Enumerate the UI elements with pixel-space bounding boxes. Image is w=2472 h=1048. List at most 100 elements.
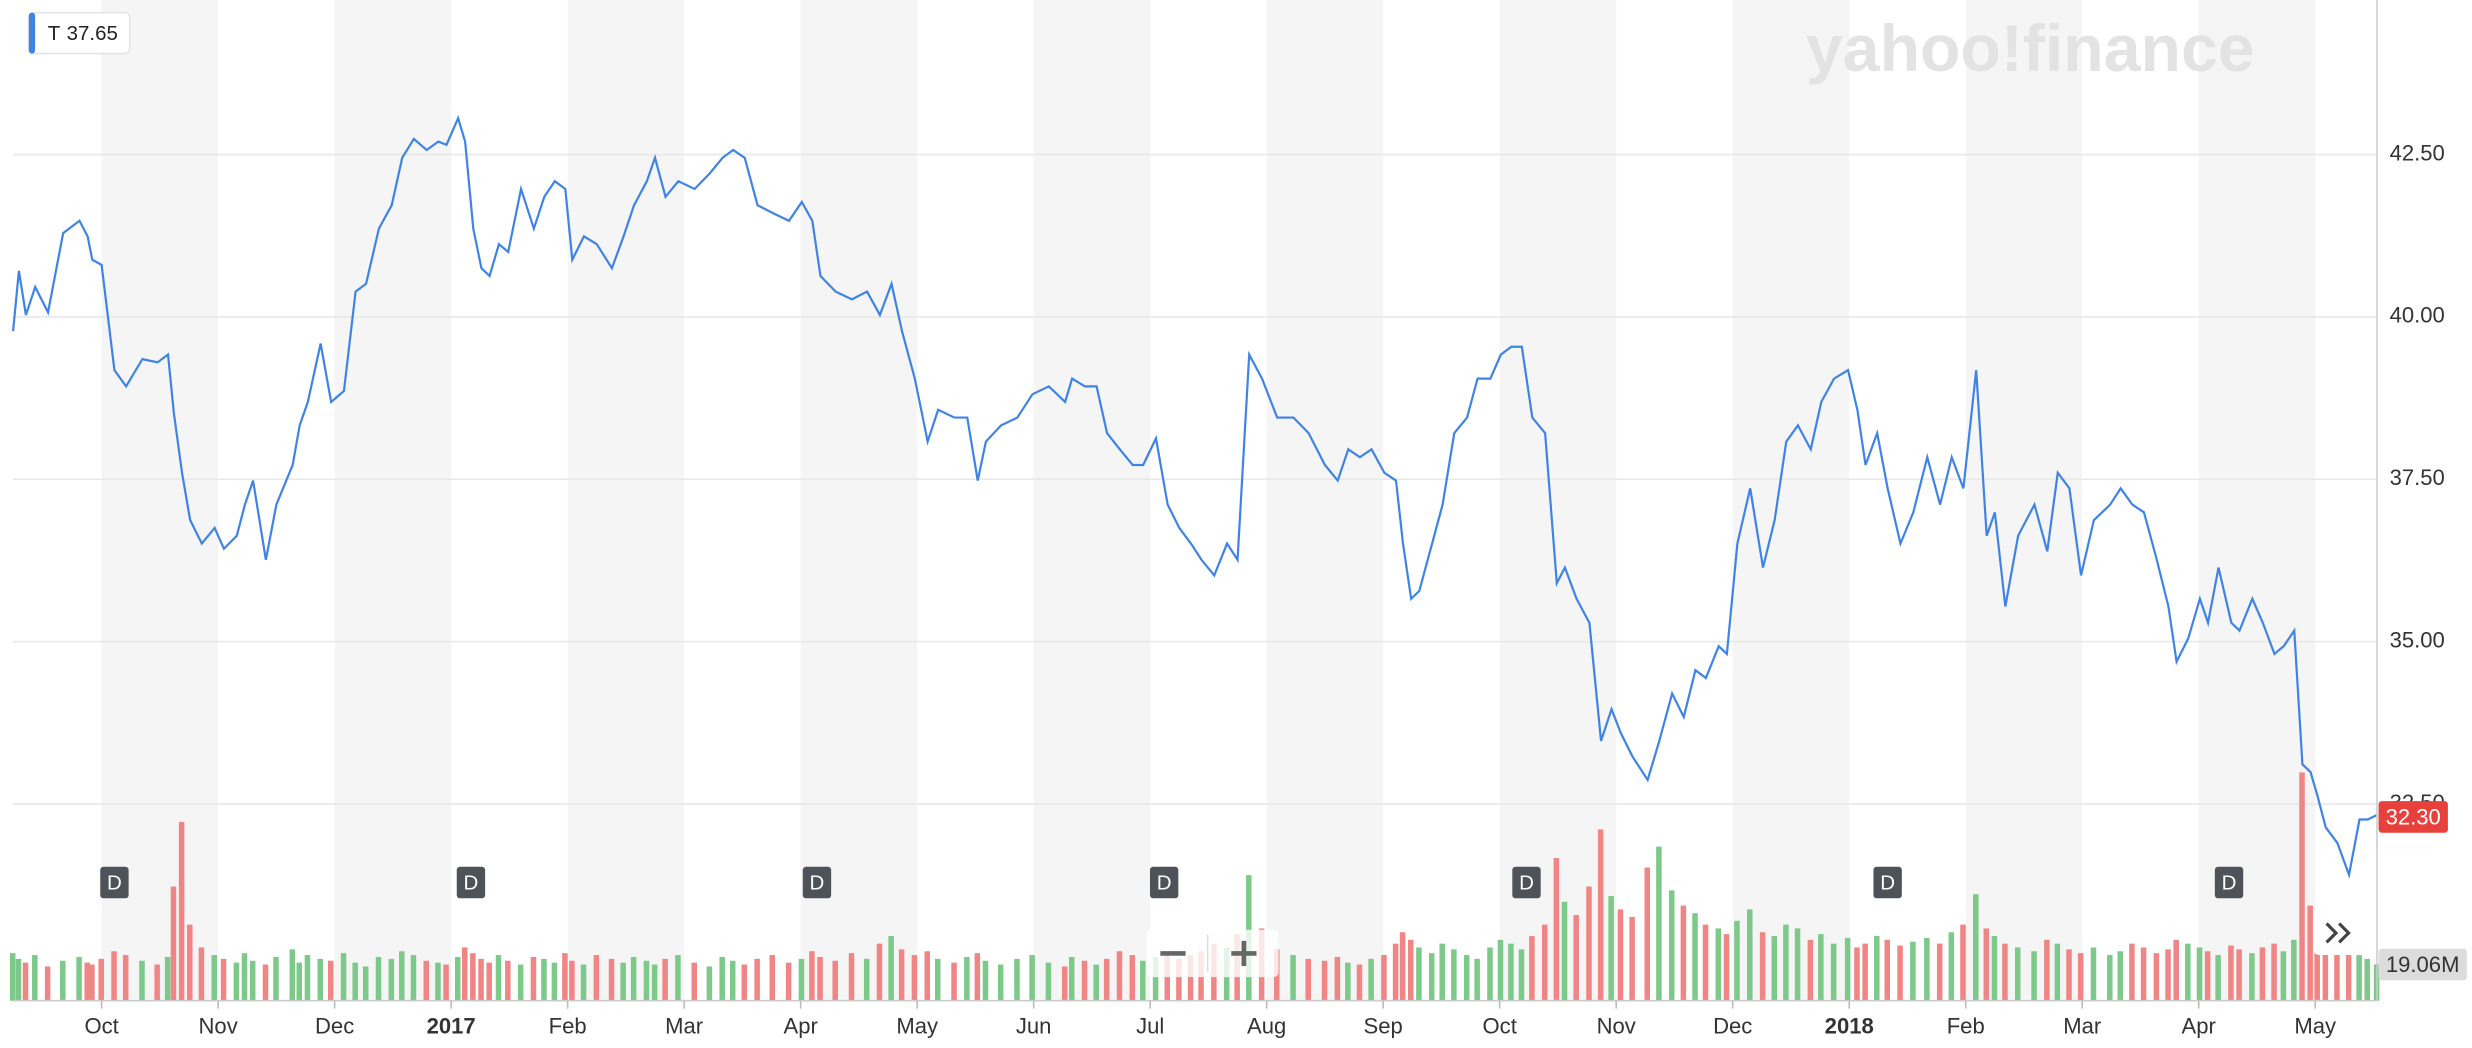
volume-bar	[304, 955, 311, 1001]
dividend-marker	[2214, 866, 2244, 899]
volume-bar	[2280, 951, 2287, 1001]
volume-bar	[832, 960, 838, 1001]
x-tick-label: Dec	[1713, 1013, 1752, 1038]
volume-bar	[2259, 947, 2266, 1001]
volume-bar	[1854, 947, 1860, 1001]
x-tick-label: Jun	[1016, 1013, 1052, 1038]
scroll-right-button[interactable]	[2313, 910, 2365, 956]
volume-bar	[608, 958, 615, 1001]
volume-bar	[1818, 934, 1824, 1001]
volume-bar	[1644, 867, 1651, 1001]
volume-bar	[1844, 937, 1851, 1001]
x-tick-label: 2018	[1825, 1013, 1874, 1038]
watermark: yahoo!finance	[1806, 12, 2255, 86]
x-tick-label: Oct	[84, 1013, 118, 1038]
volume-bar	[1960, 924, 1966, 1001]
volume-bar	[22, 962, 29, 1001]
volume-bar	[164, 956, 171, 1001]
volume-bar	[2314, 934, 2320, 1001]
volume-bar	[1874, 936, 1880, 1001]
scroll-arrow	[2338, 922, 2351, 944]
volume-bar	[706, 966, 713, 1001]
y-tick-label: 42.50	[2390, 140, 2445, 165]
volume-bar	[1029, 955, 1035, 1001]
volume-bar	[44, 966, 51, 1001]
volume-bar	[719, 956, 725, 1001]
volume-bar	[1152, 956, 1159, 1001]
volume-bar	[1759, 932, 1766, 1001]
volume-bar	[848, 953, 855, 1001]
volume-bar	[76, 956, 82, 1001]
x-tick-label: 2017	[427, 1013, 476, 1038]
zoom-controls[interactable]	[1146, 929, 1279, 978]
dividend-label: D	[2222, 872, 2237, 895]
volume-bar	[2307, 905, 2313, 1001]
dividend-label: D	[107, 872, 122, 895]
month-band	[101, 0, 219, 1001]
volume-bar	[620, 962, 626, 1001]
volume-bar	[798, 958, 805, 1001]
volume-bar	[1723, 934, 1730, 1001]
volume-bar	[1093, 964, 1099, 1001]
volume-bar	[1734, 920, 1740, 1001]
volume-bar	[2031, 951, 2037, 1001]
volume-bar	[495, 955, 502, 1001]
volume-bar	[951, 962, 957, 1001]
dividend-marker	[802, 866, 832, 899]
volume-bar	[211, 955, 217, 1001]
volume-bar	[262, 964, 269, 1001]
axes: 32.5035.0037.5040.0042.50OctNovDec2017Fe…	[13, 0, 2467, 1038]
volume-bar	[1656, 846, 1662, 1001]
volume-bar	[1187, 955, 1194, 1001]
volume-bar	[1586, 886, 1592, 1001]
volume-bar	[769, 955, 776, 1001]
volume-bar	[997, 964, 1004, 1001]
volume-bar	[187, 924, 193, 1001]
volume-bar	[2299, 772, 2305, 1001]
volume-bar	[454, 956, 461, 1001]
volume-bar	[249, 960, 256, 1001]
volume-bar	[1439, 943, 1445, 1001]
volume-bar	[1116, 951, 1123, 1001]
price-line	[11, 114, 2378, 879]
volume-tag	[2378, 948, 2467, 981]
volume-bar	[2236, 949, 2242, 1001]
volume-bar	[1897, 945, 1903, 1001]
volume-bar	[220, 958, 227, 1001]
volume-bar	[754, 958, 760, 1001]
volume-bar	[729, 960, 736, 1001]
volume-bar	[362, 966, 369, 1001]
volume-bar	[1290, 955, 1296, 1001]
volume-bar	[1399, 932, 1406, 1001]
volume-bar	[1668, 890, 1675, 1001]
volume-bar	[1771, 936, 1778, 1001]
volume-bar	[2014, 947, 2021, 1001]
dividend-marker	[1873, 866, 1902, 899]
volume-bar	[423, 960, 430, 1001]
volume-bar	[1321, 960, 1328, 1001]
volume-bar	[15, 958, 22, 1001]
volume-bar	[327, 960, 334, 1001]
volume-bar	[1014, 958, 1020, 1001]
volume-bar	[1561, 901, 1568, 1001]
volume-bar	[1508, 943, 1514, 1001]
volume-bar	[1407, 939, 1414, 1001]
volume-bar	[1597, 829, 1604, 1001]
volume-bar	[2196, 947, 2203, 1001]
volume-bar	[470, 953, 476, 1001]
x-tick-label: Feb	[1947, 1013, 1985, 1038]
volume-bar	[2334, 947, 2340, 1001]
month-band	[1732, 0, 1850, 1001]
x-tick-label: Apr	[783, 1013, 817, 1038]
volume-bar	[2077, 953, 2084, 1001]
volume-bar	[1305, 958, 1311, 1001]
volume-bar	[399, 951, 405, 1001]
volume-bar	[691, 962, 697, 1001]
volume-bar	[2054, 943, 2061, 1001]
volume-bar	[89, 964, 95, 1001]
volume-bar	[863, 958, 870, 1001]
volume-bar	[486, 962, 492, 1001]
volume-bar	[2117, 951, 2124, 1001]
volume-bar	[2090, 947, 2097, 1001]
volume-bar	[1463, 955, 1470, 1001]
